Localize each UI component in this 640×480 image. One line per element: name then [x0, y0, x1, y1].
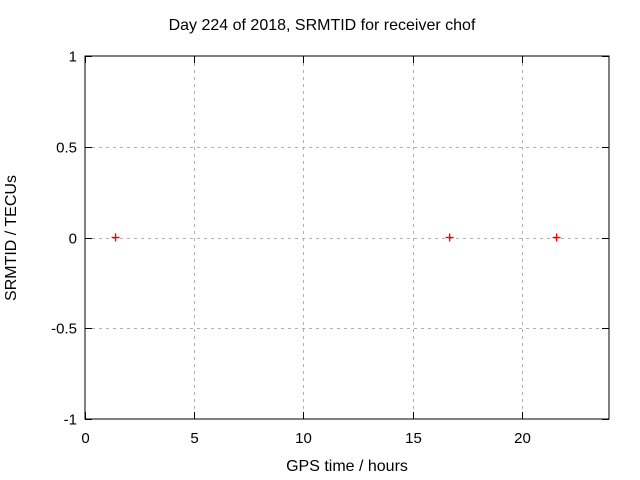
y-axis-label: SRMTID / TECUs: [3, 175, 20, 301]
x-tick-label: 15: [405, 430, 422, 447]
x-axis-label: GPS time / hours: [286, 458, 408, 475]
plot-border: [84, 55, 610, 420]
y-tick-label: 0.5: [56, 140, 77, 157]
x-tick-label: 0: [81, 430, 89, 447]
tick-label-layer: 0 5 10 15 20 -1 -0.5 0 0.5 1: [51, 49, 531, 448]
x-tick-label: 5: [190, 430, 198, 447]
y-tick-label: 1: [69, 49, 77, 66]
tick-layer: [85, 56, 609, 420]
data-point-marker: [445, 233, 454, 242]
data-points-layer: [111, 233, 561, 242]
x-tick-label: 20: [514, 430, 531, 447]
y-tick-label: -1: [64, 412, 77, 429]
x-tick-label: 10: [295, 430, 312, 447]
data-point-marker: [111, 233, 120, 242]
chart-title: Day 224 of 2018, SRMTID for receiver cho…: [169, 17, 476, 34]
data-point-marker: [552, 233, 561, 242]
grid-layer: [85, 56, 609, 419]
y-tick-label: -0.5: [51, 321, 77, 338]
y-tick-label: 0: [69, 231, 77, 248]
